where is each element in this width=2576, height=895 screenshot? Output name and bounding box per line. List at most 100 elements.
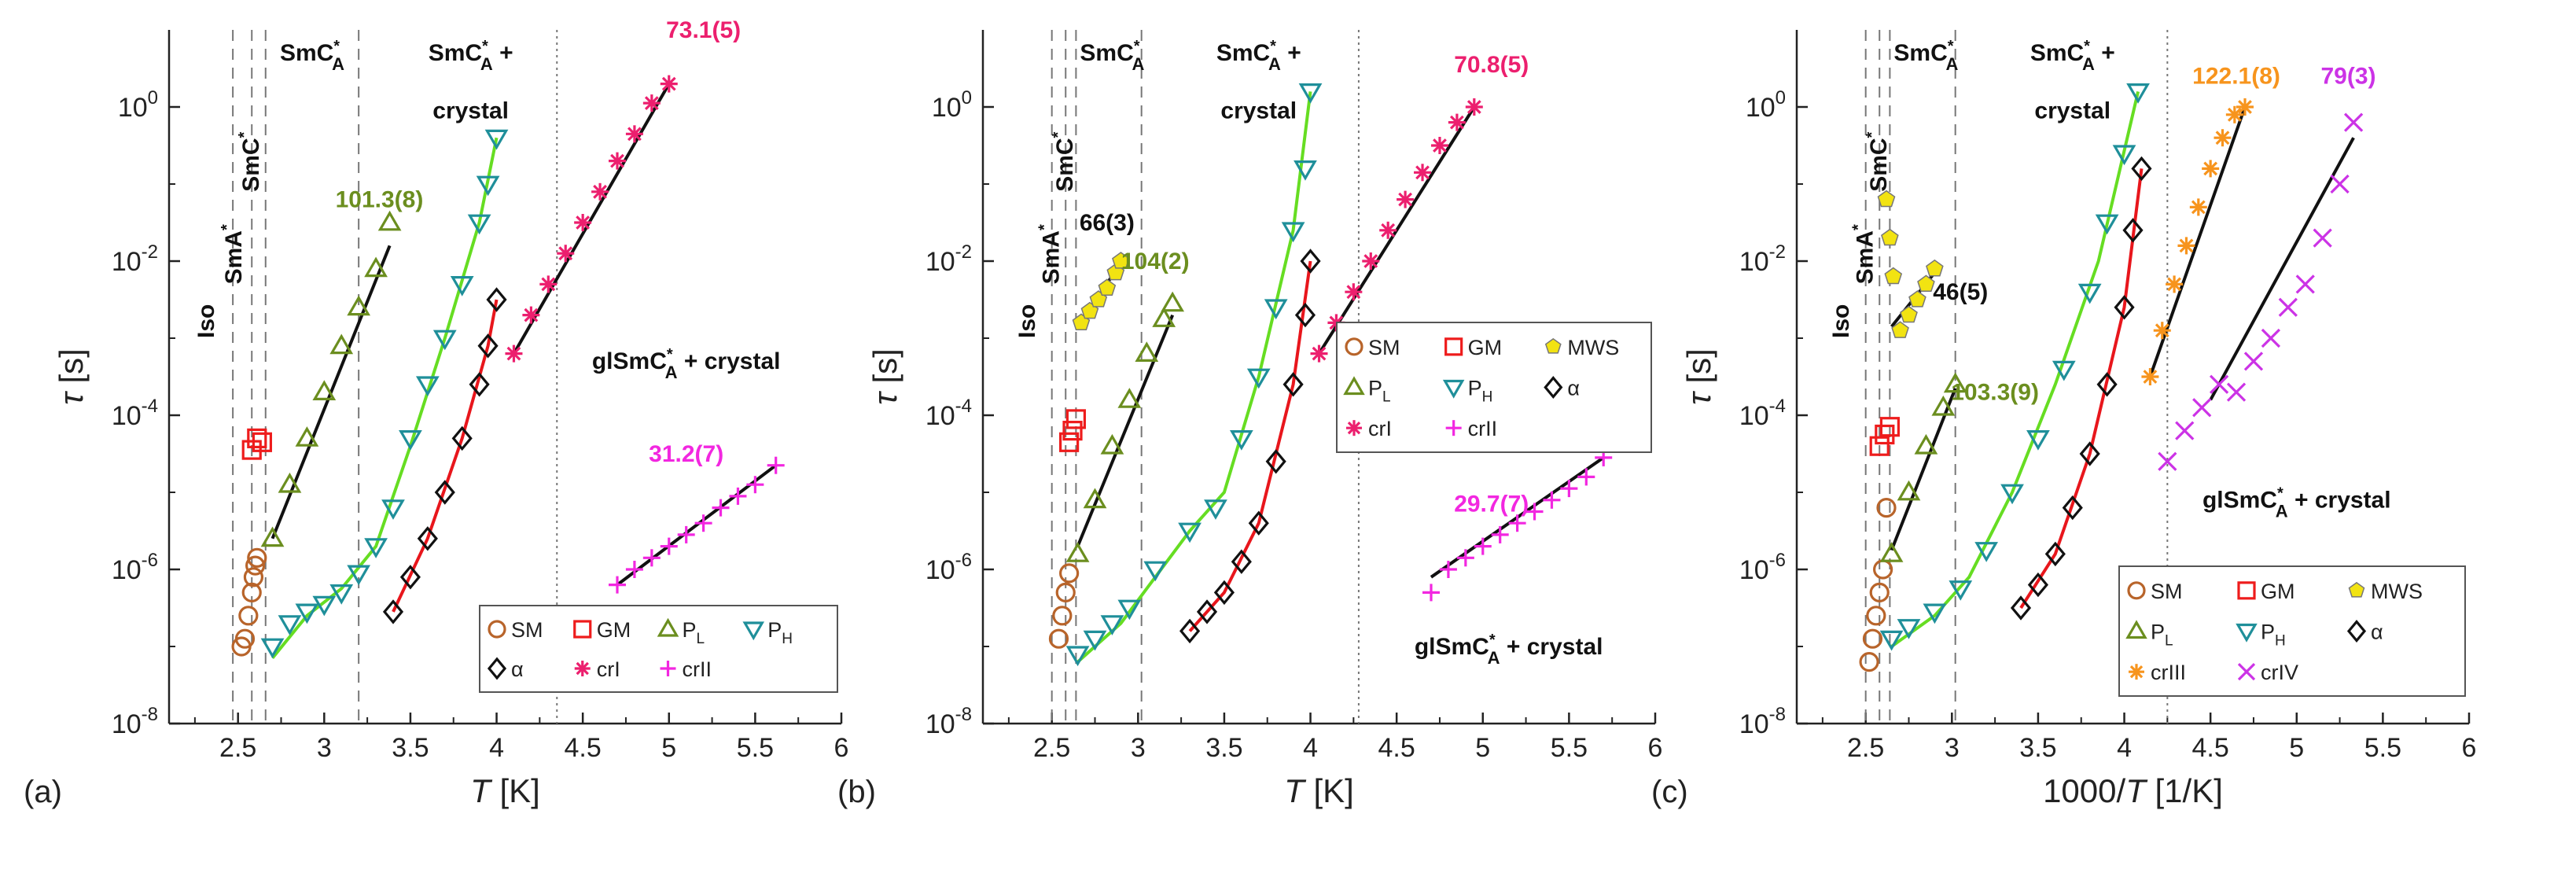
phase-label-rest: + crystal — [2288, 488, 2391, 514]
data-point-ph-shape — [484, 129, 509, 150]
phase-label-star: * — [1948, 38, 1954, 55]
data-point-alpha-shape — [2062, 495, 2083, 521]
legend-marker-sm-shape — [488, 620, 506, 639]
legend-marker-criv-stroke — [2237, 663, 2256, 681]
data-point-ph-shape — [381, 499, 405, 520]
data-point-alpha — [1196, 599, 1218, 624]
phase-label: SmA* — [219, 224, 247, 284]
data-point-mws — [1112, 252, 1130, 269]
data-point-cri-stroke — [1433, 138, 1447, 153]
legend-marker-gm-shape — [2237, 581, 2256, 600]
data-point-ph — [2077, 283, 2102, 304]
activation-energy-label: 79(3) — [2321, 64, 2376, 90]
y-tick-base: 10 — [1739, 555, 1769, 585]
data-point-sm — [1873, 559, 1893, 580]
legend-marker-gm — [2237, 581, 2256, 600]
data-point-pl-shape — [377, 210, 402, 231]
legend-label: SM — [1368, 336, 1400, 359]
data-point-cri — [591, 182, 609, 201]
data-point-ph-shape — [1117, 599, 1142, 621]
data-point-ph-shape — [1281, 222, 1305, 243]
data-point-sm-shape — [1048, 628, 1069, 649]
data-point-alpha-shape — [2079, 441, 2100, 466]
data-point-ph — [381, 499, 405, 520]
data-point-crii — [767, 456, 785, 474]
phase-label-base: glSmC — [2202, 488, 2277, 514]
y-tick-base: 10 — [112, 555, 142, 585]
data-point-criv — [2243, 352, 2264, 371]
data-point-criv-stroke — [2226, 382, 2247, 402]
data-point-mws-shape — [1877, 190, 1896, 208]
data-point-alpha-shape — [1213, 580, 1235, 606]
x-tick-label: 3.5 — [392, 733, 429, 763]
data-point-criii — [2189, 198, 2207, 216]
panel-c: 2.5 3 3.5 4 4.5 5 5.5 610-810-610-410-21001000/… — [1651, 30, 2476, 809]
data-point-pl-shape — [1152, 307, 1176, 327]
phase-label: crystal — [2034, 98, 2110, 124]
data-point-ph — [2112, 145, 2136, 166]
phase-label: glSmC* A + crystal — [1415, 632, 1603, 668]
data-point-sm-shape — [1869, 582, 1890, 603]
data-point-mws-shape — [1926, 259, 1944, 277]
y-tick-base: 10 — [1739, 709, 1769, 739]
legend-label-sub: H — [1482, 389, 1493, 406]
data-point-alpha — [1294, 302, 1316, 328]
data-point-cri — [625, 125, 643, 143]
legend-frame — [1336, 322, 1652, 453]
x-tick-label: 2.5 — [219, 733, 256, 763]
activation-energy-label: 70.8(5) — [1454, 52, 1529, 78]
legend-marker-pl — [1343, 376, 1365, 396]
data-point-ph — [399, 429, 422, 451]
data-point-ph-shape — [2052, 360, 2076, 381]
y-tick-base: 10 — [926, 247, 955, 277]
legend-label: crI — [597, 657, 620, 681]
data-point-criv — [2261, 328, 2281, 348]
data-point-pl — [278, 472, 302, 493]
data-point-criii — [2166, 275, 2184, 293]
data-point-cri — [1379, 221, 1397, 239]
data-point-gm-shape — [1869, 436, 1890, 456]
data-point-ph-shape — [347, 565, 371, 586]
fit-line — [270, 137, 499, 659]
legend-marker-alpha-shape — [2346, 620, 2367, 643]
data-point-sm — [245, 555, 266, 576]
legend-marker-gm-shape — [573, 620, 592, 639]
x-axis-label-var: T — [470, 772, 493, 809]
data-point-ph-shape — [329, 584, 354, 605]
data-point-mws-shape — [1917, 274, 1935, 293]
data-point-criv-stroke — [2330, 174, 2350, 194]
data-point-criv-stroke — [2343, 112, 2364, 132]
legend-marker-gm — [1444, 337, 1463, 356]
data-point-sm — [1866, 606, 1886, 626]
data-point-alpha-shape — [1231, 549, 1252, 574]
y-tick-exp: 0 — [148, 87, 158, 109]
phase-label: SmC* A + — [429, 38, 513, 74]
legend-label-base: P — [683, 618, 697, 642]
x-tick-label: 3 — [1131, 733, 1146, 763]
data-point-criv-stroke — [2261, 328, 2281, 348]
x-tick-label: 5.5 — [737, 733, 774, 763]
data-point-alpha — [2114, 295, 2135, 320]
phase-label-base: SmC — [280, 40, 333, 66]
data-point-alpha — [1213, 580, 1235, 606]
y-tick-base: 10 — [932, 93, 962, 123]
data-point-ph — [1949, 580, 1973, 601]
data-point-criv — [2158, 451, 2177, 471]
legend-marker-mws — [2348, 581, 2365, 598]
y-axis-label-var: τ — [867, 391, 903, 405]
data-point-criv — [2175, 421, 2195, 440]
data-point-sm — [247, 547, 267, 568]
data-point-cri-stroke — [1449, 115, 1464, 130]
phase-label-star: * — [1134, 38, 1140, 55]
x-tick-label: 5 — [2289, 733, 2304, 763]
data-point-pl-shape — [1065, 542, 1090, 562]
legend-label: MWS — [2371, 580, 2423, 603]
fit-line — [1890, 90, 2140, 648]
y-tick-base: 10 — [112, 401, 142, 431]
data-point-ph-shape — [399, 429, 422, 451]
x-tick-label: 4.5 — [1378, 733, 1415, 763]
data-point-alpha-shape — [2010, 595, 2032, 621]
legend-label: MWS — [1567, 336, 1619, 359]
x-tick-label: 5 — [661, 733, 676, 763]
